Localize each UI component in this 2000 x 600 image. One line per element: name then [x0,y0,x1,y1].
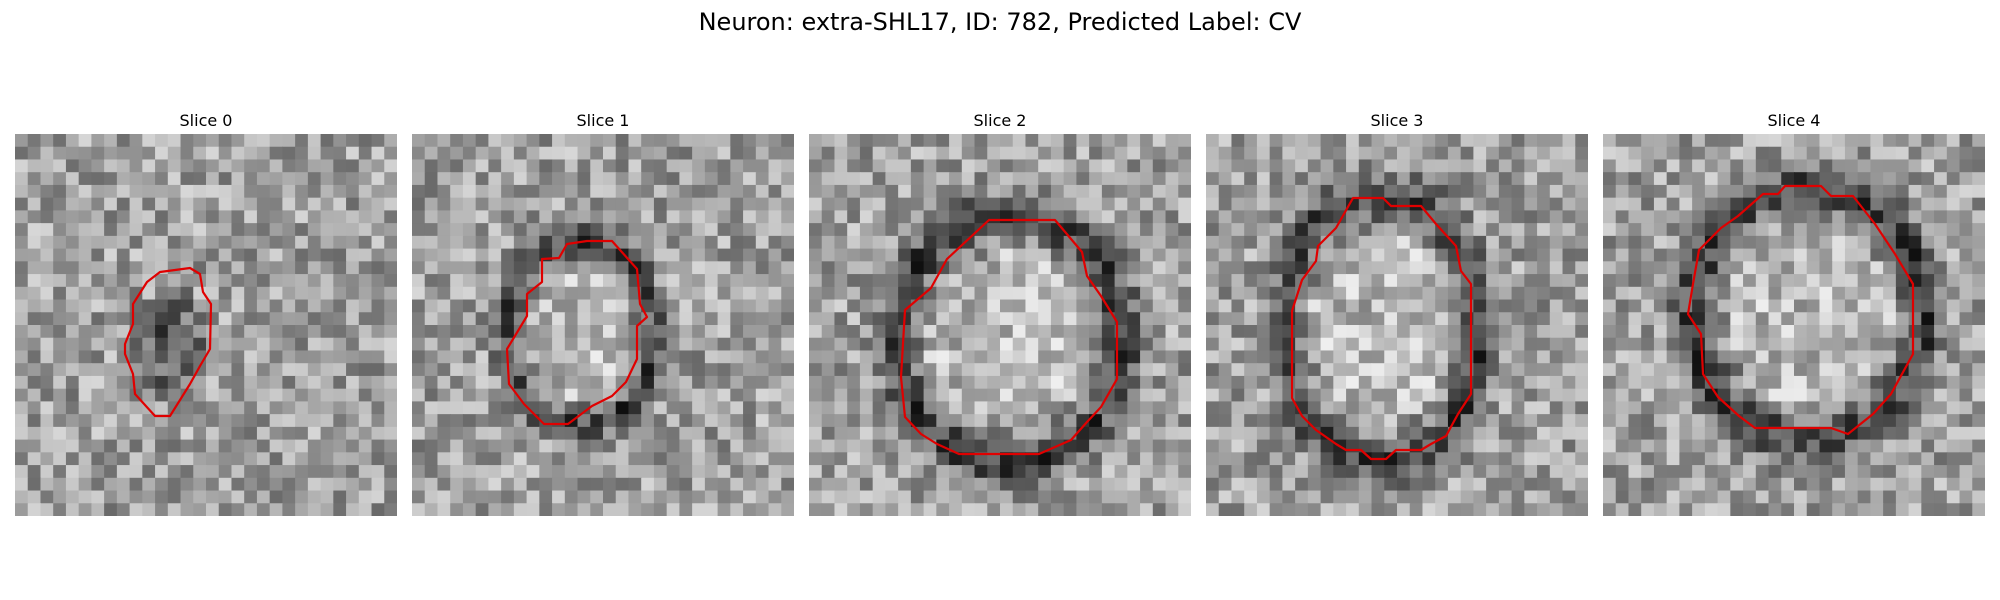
slice-title-2: Slice 2 [973,111,1027,130]
slice-title-3: Slice 3 [1370,111,1424,130]
slice-title-1: Slice 1 [576,111,630,130]
segmentation-contour [899,218,1119,456]
segmentation-contour [1686,184,1915,436]
slice-title-0: Slice 0 [179,111,233,130]
slice-panel-3: Slice 3 [1206,108,1588,516]
figure-title: Neuron: extra-SHL17, ID: 782, Predicted … [698,8,1302,36]
slice-panel-0: Slice 0 [15,108,397,516]
slice-image-1 [412,134,794,516]
slice-image-3 [1206,134,1588,516]
segmentation-contour [505,239,649,426]
slice-image-4 [1603,134,1985,516]
slice-panel-1: Slice 1 [412,108,794,516]
slice-panel-4: Slice 4 [1603,108,1985,516]
slice-image-0 [15,134,397,516]
em-image-grid [809,134,1191,516]
slice-image-2 [809,134,1191,516]
slice-panel-2: Slice 2 [809,108,1191,516]
em-image-grid [15,134,397,516]
em-image-grid [1206,134,1588,516]
em-image-grid [412,134,794,516]
slice-title-4: Slice 4 [1767,111,1821,130]
em-image-grid [1603,134,1985,516]
segmentation-contour [1290,196,1473,461]
segmentation-contour [123,266,213,418]
